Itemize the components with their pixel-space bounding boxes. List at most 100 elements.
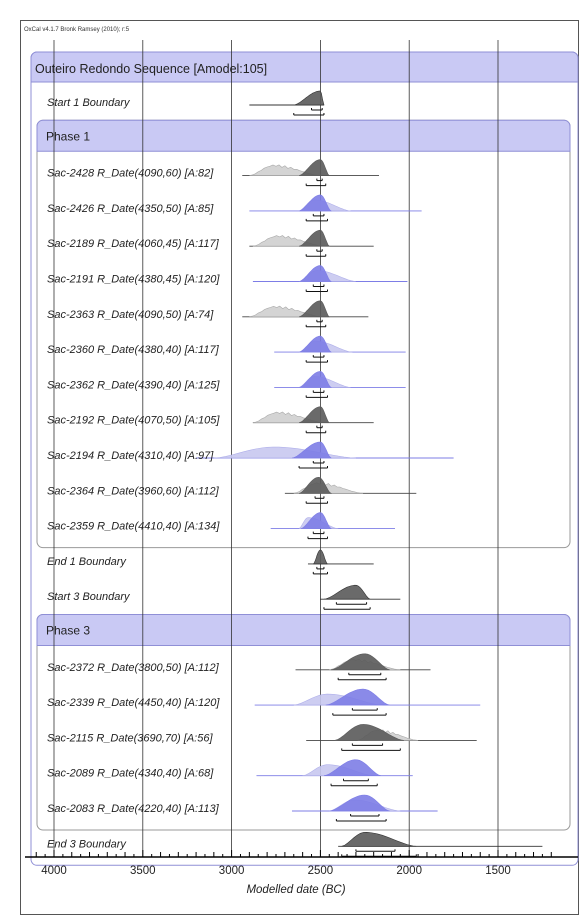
range-68 bbox=[316, 178, 323, 182]
date-label: Sac-2189 R_Date(4060,45) [A:117] bbox=[47, 238, 220, 250]
boundary-label: Start 1 Boundary bbox=[47, 97, 131, 109]
range-95 bbox=[337, 677, 387, 681]
x-tick-label: 2000 bbox=[396, 865, 422, 877]
range-68 bbox=[312, 461, 325, 464]
date-label: Sac-2372 R_Date(3800,50) [A:112] bbox=[47, 662, 220, 674]
range-95 bbox=[305, 324, 327, 328]
x-axis: 4000 3500 3000 2500 2000 1500 Modelled date (B… bbox=[25, 850, 578, 896]
unmodelled-distribution bbox=[213, 446, 356, 459]
range-68 bbox=[351, 708, 378, 711]
range-95 bbox=[341, 854, 417, 857]
x-tick-label: 4000 bbox=[41, 865, 67, 877]
modelled-distribution bbox=[299, 335, 332, 353]
date-label: Sac-2194 R_Date(4310,40) [A:97] bbox=[47, 450, 214, 462]
range-68 bbox=[350, 814, 380, 817]
phase-title: Phase 3 bbox=[46, 624, 90, 638]
range-95 bbox=[330, 783, 378, 787]
phase-header-bg bbox=[36, 119, 571, 152]
range-68 bbox=[342, 778, 369, 782]
boundary-posterior bbox=[341, 831, 417, 847]
phase-header-bg bbox=[36, 614, 571, 646]
date-label: Sac-2362 R_Date(4390,40) [A:125] bbox=[47, 379, 220, 391]
range-68 bbox=[312, 284, 325, 287]
date-label: Sac-2359 R_Date(4410,40) [A:134] bbox=[47, 521, 220, 533]
modelled-distribution bbox=[299, 406, 330, 423]
date-label: Sac-2428 R_Date(4090,60) [A:82] bbox=[47, 168, 214, 180]
range-95 bbox=[305, 254, 327, 257]
date-label: Sac-2364 R_Date(3960,60) [A:112] bbox=[47, 485, 220, 497]
x-tick-label: 1500 bbox=[485, 865, 511, 877]
sequence-header-bg bbox=[30, 51, 579, 83]
range-68 bbox=[335, 602, 368, 605]
boundary-posterior bbox=[313, 549, 328, 565]
range-68 bbox=[312, 390, 325, 393]
date-label: Sac-2360 R_Date(4380,40) [A:117] bbox=[47, 344, 220, 356]
range-68 bbox=[316, 319, 323, 323]
version-label: OxCal v4.1.7 Bronk Ramsey (2010); r:5 bbox=[24, 27, 130, 33]
modelled-distribution bbox=[331, 653, 390, 671]
modelled-distribution bbox=[299, 300, 330, 318]
range-95 bbox=[305, 289, 329, 292]
phase-box bbox=[36, 119, 571, 549]
modelled-distribution bbox=[299, 476, 333, 494]
modelled-distribution bbox=[329, 794, 390, 812]
boundary-label: End 3 Boundary bbox=[47, 838, 127, 850]
x-tick-label: 3000 bbox=[219, 865, 245, 877]
phase-box bbox=[36, 614, 571, 831]
range-95 bbox=[335, 819, 387, 822]
range-95 bbox=[305, 218, 329, 222]
range-68 bbox=[312, 213, 325, 217]
range-95 bbox=[293, 113, 325, 116]
range-68 bbox=[316, 425, 323, 429]
range-95 bbox=[305, 360, 329, 363]
range-68 bbox=[311, 108, 323, 111]
range-95 bbox=[332, 713, 387, 716]
date-label: Sac-2363 R_Date(4090,50) [A:74] bbox=[47, 309, 214, 321]
row-labels: Outeiro Redondo Sequence [Amodel:105] Sta… bbox=[35, 62, 267, 850]
range-95 bbox=[305, 430, 327, 434]
range-68 bbox=[351, 743, 384, 746]
range-68 bbox=[312, 531, 325, 535]
range-95 bbox=[323, 607, 371, 610]
date-label: Sac-2192 R_Date(4070,50) [A:105] bbox=[47, 415, 220, 427]
range-95 bbox=[307, 536, 329, 540]
date-label: Sac-2083 R_Date(4220,40) [A:113] bbox=[47, 803, 220, 815]
x-tick-label: 2500 bbox=[308, 865, 334, 877]
range-68 bbox=[316, 249, 323, 252]
x-tick-label: 3500 bbox=[130, 865, 156, 877]
boundary-posterior bbox=[293, 90, 325, 106]
sequence-title: Outeiro Redondo Sequence [Amodel:105] bbox=[35, 62, 267, 76]
range-95 bbox=[298, 466, 329, 469]
date-label: Sac-2191 R_Date(4380,45) [A:120] bbox=[47, 274, 220, 286]
date-label: Sac-2339 R_Date(4450,40) [A:120] bbox=[47, 697, 220, 709]
range-95 bbox=[312, 571, 329, 575]
modelled-distribution bbox=[300, 512, 332, 529]
range-68 bbox=[355, 849, 396, 852]
boundary-label: Start 3 Boundary bbox=[47, 591, 131, 603]
modelled-distribution bbox=[334, 724, 404, 741]
boundary-posterior bbox=[323, 584, 371, 600]
range-68 bbox=[312, 355, 325, 358]
date-label: Sac-2115 R_Date(3690,70) [A:56] bbox=[47, 732, 213, 744]
range-95 bbox=[305, 183, 327, 187]
range-95 bbox=[305, 395, 329, 398]
range-68 bbox=[316, 566, 325, 570]
range-68 bbox=[314, 496, 325, 499]
boundary-label: End 1 Boundary bbox=[47, 556, 127, 568]
x-axis-label: Modelled date (BC) bbox=[246, 884, 345, 896]
modelled-distribution bbox=[299, 229, 330, 247]
date-label: Sac-2089 R_Date(4340,40) [A:68] bbox=[47, 768, 214, 780]
date-label: Sac-2426 R_Date(4350,50) [A:85] bbox=[47, 203, 214, 215]
phase-title: Phase 1 bbox=[46, 129, 90, 143]
range-95 bbox=[341, 748, 401, 751]
modelled-distribution bbox=[299, 159, 330, 176]
modelled-distribution bbox=[323, 759, 381, 776]
modelled-distribution bbox=[291, 441, 332, 459]
modelled-distribution bbox=[299, 265, 332, 282]
modelled-distribution bbox=[325, 688, 390, 706]
group-boxes bbox=[30, 51, 579, 866]
range-68 bbox=[348, 672, 382, 676]
modelled-distribution bbox=[299, 371, 332, 388]
